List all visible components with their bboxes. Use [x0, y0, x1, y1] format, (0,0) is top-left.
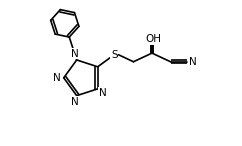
Text: N: N — [71, 49, 78, 59]
Text: N: N — [71, 97, 78, 107]
Text: OH: OH — [145, 34, 161, 44]
Text: N: N — [53, 73, 61, 83]
Text: N: N — [189, 57, 197, 67]
Text: S: S — [111, 50, 118, 60]
Text: N: N — [99, 88, 107, 98]
